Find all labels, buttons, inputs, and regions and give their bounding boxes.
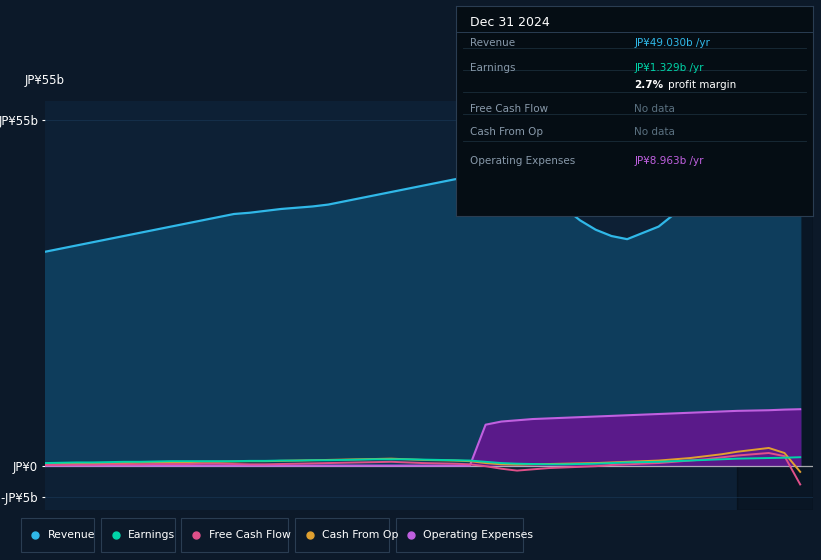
- Text: Revenue: Revenue: [470, 38, 515, 48]
- Text: No data: No data: [635, 128, 675, 137]
- Text: JP¥1.329b /yr: JP¥1.329b /yr: [635, 63, 704, 73]
- Bar: [737, 101, 813, 510]
- Text: Earnings: Earnings: [470, 63, 516, 73]
- Text: JP¥55b: JP¥55b: [25, 74, 65, 87]
- Text: profit margin: profit margin: [668, 80, 736, 90]
- Text: Revenue: Revenue: [48, 530, 95, 540]
- Text: JP¥8.963b /yr: JP¥8.963b /yr: [635, 156, 704, 166]
- Text: Dec 31 2024: Dec 31 2024: [470, 16, 550, 29]
- Text: Operating Expenses: Operating Expenses: [423, 530, 533, 540]
- Text: JP¥49.030b /yr: JP¥49.030b /yr: [635, 38, 710, 48]
- Text: Cash From Op: Cash From Op: [322, 530, 398, 540]
- Text: Free Cash Flow: Free Cash Flow: [209, 530, 291, 540]
- Text: Earnings: Earnings: [128, 530, 175, 540]
- Text: 2.7%: 2.7%: [635, 80, 663, 90]
- Text: Free Cash Flow: Free Cash Flow: [470, 104, 548, 114]
- Text: No data: No data: [635, 104, 675, 114]
- Text: Cash From Op: Cash From Op: [470, 128, 543, 137]
- Text: Operating Expenses: Operating Expenses: [470, 156, 576, 166]
